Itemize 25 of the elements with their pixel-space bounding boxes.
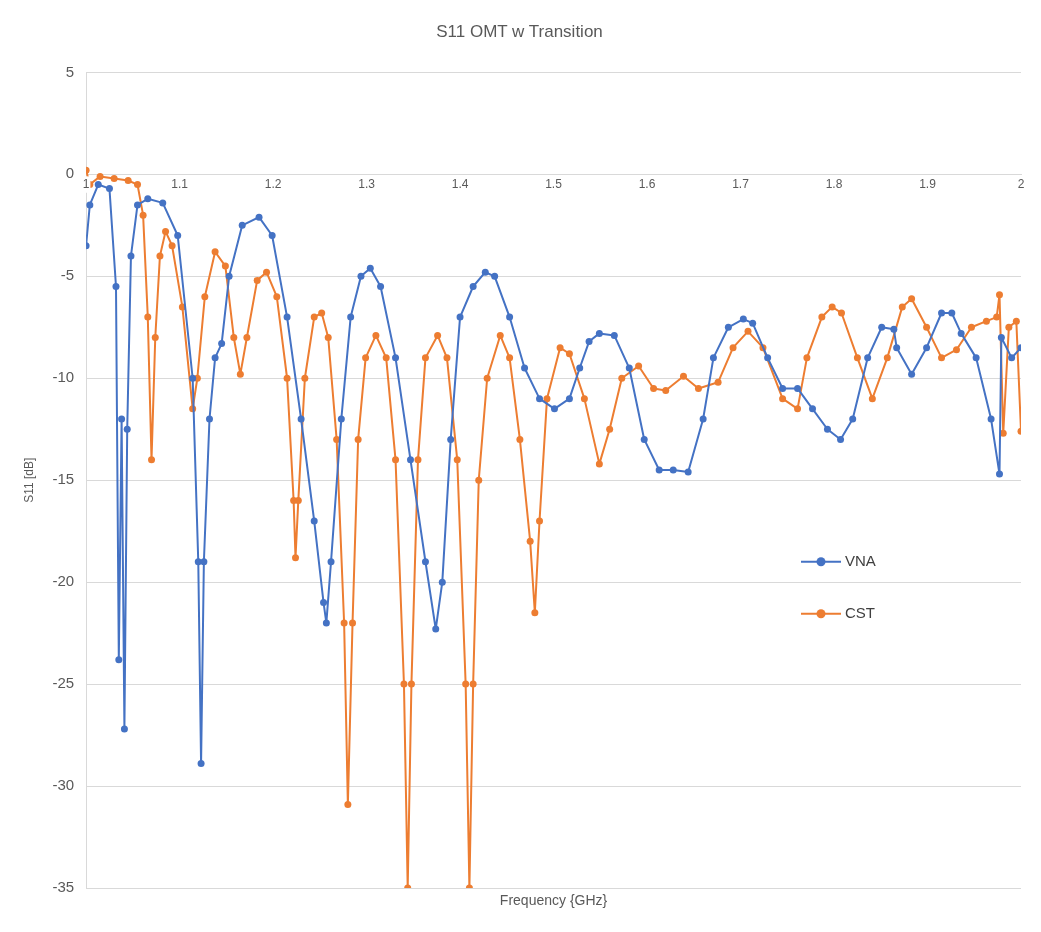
x-tick-label: 1.7 bbox=[732, 176, 750, 191]
y-tick-label: -10 bbox=[52, 368, 75, 386]
x-tick-label: 1.9 bbox=[919, 176, 937, 191]
chart-title: S11 OMT w Transition bbox=[436, 21, 603, 41]
y-tick-label: -5 bbox=[60, 266, 75, 284]
x-tick-label: 1.3 bbox=[358, 176, 376, 191]
x-tick-label: 1 bbox=[82, 176, 90, 191]
y-tick-label: 5 bbox=[65, 62, 75, 80]
x-axis-title: Frequency {GHz} bbox=[499, 891, 608, 908]
legend-label: VNA bbox=[845, 551, 876, 569]
x-tick-label: 2 bbox=[1017, 176, 1025, 191]
x-tick-label: 1.1 bbox=[171, 176, 189, 191]
x-tick-label: 1.2 bbox=[264, 176, 282, 191]
legend-label: CST bbox=[845, 603, 875, 621]
x-tick-label: 1.5 bbox=[545, 176, 563, 191]
x-tick-label: 1.8 bbox=[825, 176, 843, 191]
x-tick-label: 1.6 bbox=[638, 176, 656, 191]
y-tick-label: -15 bbox=[52, 470, 75, 488]
y-tick-label: -30 bbox=[52, 776, 75, 794]
y-axis-title: S11 [dB] bbox=[21, 457, 36, 503]
y-tick-label: 0 bbox=[65, 164, 75, 182]
x-tick-label: 1.4 bbox=[451, 176, 469, 191]
y-tick-label: -20 bbox=[52, 572, 75, 590]
y-tick-label: -25 bbox=[52, 674, 75, 692]
y-tick-label: -35 bbox=[52, 878, 75, 896]
